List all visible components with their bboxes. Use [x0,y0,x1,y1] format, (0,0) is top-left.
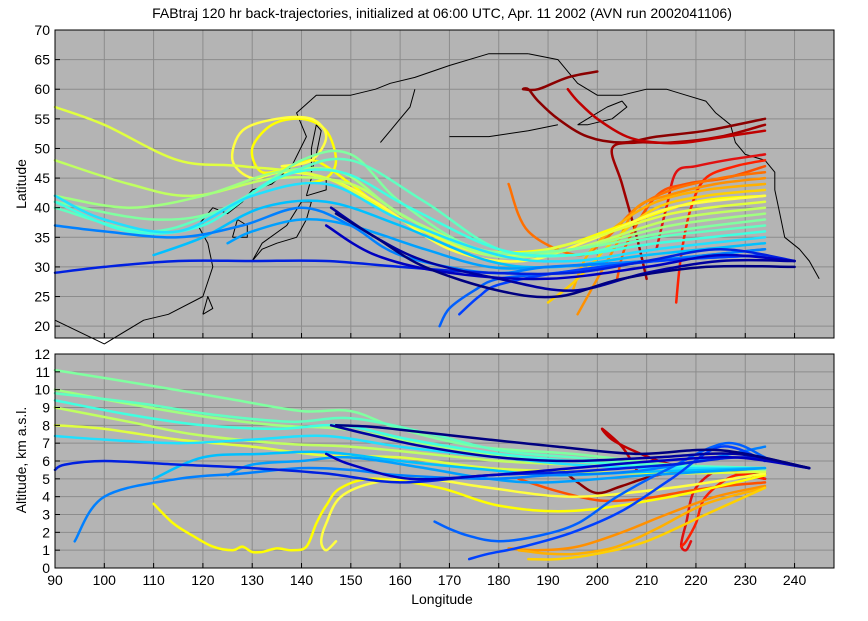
y-tick-label: 11 [35,364,50,380]
chart-title: FABtraj 120 hr back-trajectories, initia… [152,5,732,21]
x-tick-label: 110 [142,572,165,588]
coastline [232,219,248,238]
altitude-axis-label: Altitude, km a.s.l. [13,407,29,514]
trajectory-line-25 [324,224,796,281]
latitude-x-ticks [54,333,796,338]
trajectory-line-22 [53,456,811,484]
latitude-y-ticks: 20 25 30 35 40 45 50 55 60 65 70 [34,22,60,334]
x-tick-label: 180 [487,572,511,588]
trajectory-line-24 [329,424,811,470]
latitude-panel: 20 25 30 35 40 45 50 55 60 65 70 Latitude [13,22,835,345]
y-tick-label: 5 [42,471,50,487]
y-tick-label: 2 [42,524,50,540]
y-tick-label: 60 [34,81,50,97]
trajectory-line-8 [152,474,767,554]
x-tick-label: 90 [47,572,63,588]
x-tick-label: 230 [734,572,758,588]
trajectory-line-20 [433,441,767,543]
y-tick-label: 65 [34,52,50,68]
trajectory-line-7 [576,176,767,316]
trajectory-line-25 [334,424,811,470]
x-tick-label: 210 [635,572,659,588]
trajectory-line-6 [517,486,767,556]
trajectory-line-27 [334,212,796,299]
coastline [449,124,558,138]
trajectory-line-7 [527,486,767,561]
trajectory-line-24 [53,247,796,276]
latitude-axis-label: Latitude [13,159,29,209]
coastline [577,100,628,126]
trajectory-line-19 [152,199,767,269]
y-tick-label: 0 [42,560,50,576]
y-tick-label: 30 [34,259,50,275]
trajectory-line-18 [226,455,767,484]
trajectory-line-2 [566,87,767,145]
y-tick-label: 8 [42,417,50,433]
trajectory-line-3 [679,473,767,548]
y-tick-label: 9 [42,400,50,416]
y-tick-label: 50 [34,140,50,156]
trajectory-line-15 [53,149,767,255]
x-tick-label: 240 [783,572,807,588]
trajectory-line-14 [53,166,767,259]
trajectory-line-19 [73,445,767,543]
y-tick-label: 25 [34,289,50,305]
latitude-plot-frame [54,29,835,339]
coastline [251,201,312,262]
x-tick-label: 130 [241,572,265,588]
trajectory-line-21 [53,206,767,275]
trajectory-line-5 [507,484,767,552]
x-tick-label: 200 [586,572,610,588]
trajectory-line-8 [571,182,767,292]
y-tick-label: 1 [42,542,50,558]
altitude-x-ticks: 90 100 110 120 130 140 150 160 170 180 190 200 210 22… [47,563,806,588]
y-tick-label: 3 [42,507,50,523]
y-tick-label: 45 [34,170,50,186]
trajectory-line-16 [53,157,767,258]
y-tick-label: 20 [34,318,50,334]
y-tick-label: 40 [34,200,50,216]
y-tick-label: 70 [34,22,50,38]
longitude-axis-label: Longitude [411,591,473,607]
x-tick-label: 100 [93,572,117,588]
coastline [202,296,214,315]
y-tick-label: 7 [42,435,50,451]
y-tick-label: 4 [42,489,50,505]
coastline [380,89,416,143]
x-tick-label: 140 [290,572,314,588]
y-tick-label: 6 [42,453,50,469]
trajectory-line-23 [324,452,811,481]
x-tick-label: 170 [438,572,462,588]
altitude-trajectories [53,368,811,561]
x-tick-label: 160 [388,572,412,588]
latitude-trajectories [53,70,796,328]
x-tick-label: 120 [191,572,215,588]
x-tick-label: 150 [339,572,363,588]
trajectory-line-15 [53,399,767,470]
y-tick-label: 12 [34,346,50,362]
y-tick-label: 55 [34,111,50,127]
y-tick-label: 35 [34,229,50,245]
altitude-panel: 90 100 110 120 130 140 150 160 170 180 190 200 210 22… [13,346,835,607]
x-tick-label: 190 [536,572,560,588]
trajectory-line-21 [467,445,767,561]
x-tick-label: 220 [684,572,708,588]
trajectory-line-0 [521,70,767,144]
trajectory-line-18 [53,181,767,263]
y-tick-label: 10 [34,382,50,398]
latitude-plot-background [55,30,834,338]
